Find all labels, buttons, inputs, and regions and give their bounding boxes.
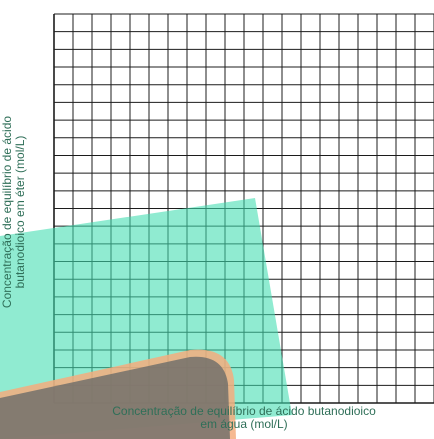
x-axis-label-line2: em água (mol/L)	[200, 417, 288, 431]
x-axis-label-line1: Concentração de equilíbrio de ácido buta…	[112, 404, 376, 418]
chart-grid	[53, 13, 434, 404]
x-axis-label: Concentração de equilíbrio de ácido buta…	[54, 405, 434, 431]
y-axis-label: Concentração de equilíbrio de ácido buta…	[0, 67, 27, 357]
photo-overlays	[0, 198, 292, 439]
dark-overlay-shape	[0, 356, 230, 439]
y-axis-label-line2: butanodioico em éter (mol/L)	[13, 135, 27, 289]
